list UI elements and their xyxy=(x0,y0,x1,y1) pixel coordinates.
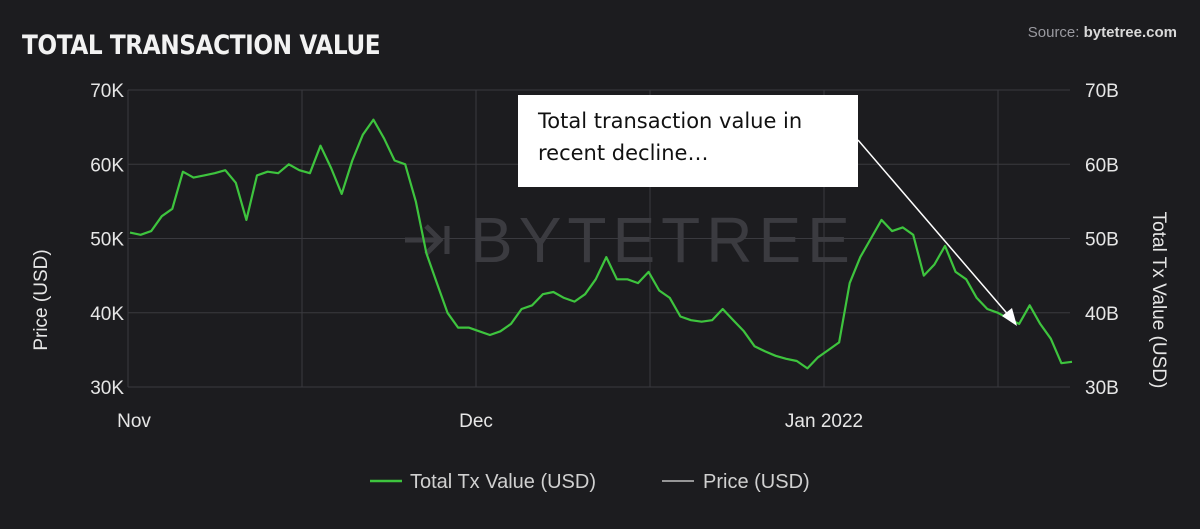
watermark-logo-icon xyxy=(405,224,450,256)
annotation-arrow xyxy=(857,139,1017,326)
right-tick-label: 60B xyxy=(1085,155,1119,176)
arrowhead-icon xyxy=(1002,308,1017,326)
right-axis-title: Total Tx Value (USD) xyxy=(1148,212,1169,389)
left-tick-label: 50K xyxy=(90,230,124,251)
watermark-text: BYTETREE xyxy=(470,204,856,276)
left-tick-label: 60K xyxy=(90,155,124,176)
legend-label-tx-value[interactable]: Total Tx Value (USD) xyxy=(410,471,596,493)
left-axis-title: Price (USD) xyxy=(31,249,52,350)
right-tick-label: 50B xyxy=(1085,230,1119,251)
right-tick-label: 30B xyxy=(1085,378,1119,399)
right-tick-label: 70B xyxy=(1085,81,1119,102)
left-axis-ticks: 30K 40K 50K 60K 70K xyxy=(90,81,124,399)
x-axis-ticks: Nov Dec Jan 2022 xyxy=(117,411,863,432)
legend-label-price[interactable]: Price (USD) xyxy=(703,471,810,493)
annotation-callout: Total transaction value in recent declin… xyxy=(518,95,858,187)
source-credit: Source: bytetree.com xyxy=(1028,24,1177,41)
right-tick-label: 40B xyxy=(1085,304,1119,325)
chart-title: TOTAL TRANSACTION VALUE xyxy=(22,30,381,61)
series-line-tx-value xyxy=(129,118,1073,370)
x-tick-label: Nov xyxy=(117,411,151,432)
x-tick-label: Dec xyxy=(459,411,493,432)
left-tick-label: 30K xyxy=(90,378,124,399)
x-tick-label: Jan 2022 xyxy=(785,411,863,432)
annotation-line-2: recent decline… xyxy=(538,141,709,165)
right-axis-ticks: 30B 40B 50B 60B 70B xyxy=(1085,81,1119,399)
left-tick-label: 40K xyxy=(90,304,124,325)
source-link[interactable]: bytetree.com xyxy=(1083,24,1177,41)
source-prefix: Source: xyxy=(1027,24,1084,41)
left-tick-label: 70K xyxy=(90,81,124,102)
legend: Total Tx Value (USD) Price (USD) xyxy=(370,471,810,493)
annotation-line-1: Total transaction value in xyxy=(538,109,803,133)
